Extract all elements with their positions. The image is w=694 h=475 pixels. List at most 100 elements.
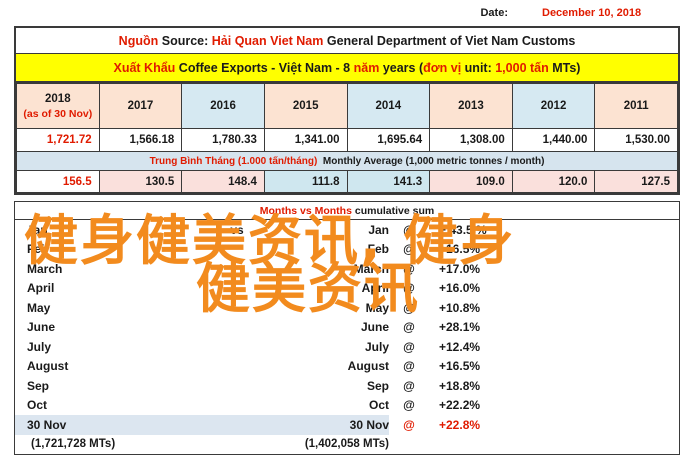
source-line: Nguồn Source: Hải Quan Viet Nam General … (16, 28, 678, 54)
title-en-unit: unit: (464, 61, 492, 75)
month-right: April (361, 281, 389, 296)
month-right: May (365, 300, 389, 315)
monthly-avg-cell: 111.8 (263, 170, 348, 193)
at-symbol: @ (403, 339, 415, 354)
annual-value-cell: 1,440.00 (511, 128, 596, 152)
at-symbol: @ (403, 398, 415, 413)
year-header-cell: 2011 (594, 83, 678, 129)
monthly-avg-cell: 130.5 (98, 170, 183, 193)
month-left: August (27, 359, 69, 374)
month-left: March (27, 261, 63, 276)
year-header-cell: 2017 (98, 83, 183, 129)
annual-value-cell: 1,721.72 (16, 128, 100, 152)
at-symbol: @ (403, 300, 415, 315)
month-left: June (27, 320, 56, 335)
totals-spacer (389, 435, 429, 455)
title-en-mts: MTs) (552, 61, 581, 75)
monthly-avg-cell: 127.5 (594, 170, 678, 193)
at-symbol: @ (403, 378, 415, 393)
pct-change: +16.5% (439, 242, 481, 257)
pct-change: +18.8% (439, 378, 481, 393)
totals-spacer (429, 435, 679, 455)
month-right: July (364, 339, 389, 354)
at-symbol: @ (403, 222, 415, 237)
pct-change: +16.5% (439, 359, 481, 374)
year-label: 2015 (292, 99, 319, 112)
annual-value-cell: 1,341.00 (263, 128, 348, 152)
table-row-monthly-avg-header: Trung Bình Tháng (1.000 tấn/tháng) Month… (16, 151, 678, 171)
comparison-header: Months vs Months cumulative sum (15, 201, 679, 220)
title-vn-nam: năm (353, 61, 380, 75)
table-row-monthly-avg-values: 156.5 130.5 148.4 111.8 141.3 109.0 120.… (16, 170, 678, 193)
annual-value-cell: 1,530.00 (594, 128, 678, 152)
year-data-table: 2018 (as of 30 Nov) 2017 2016 2015 2014 … (16, 83, 678, 193)
title-en-coffee: Coffee Exports - Việt Nam - 8 (178, 61, 351, 75)
source-en-source: Source: (161, 34, 209, 48)
source-vn-haiquan: Hải Quan Viet Nam (211, 34, 324, 48)
at-symbol: @ (403, 281, 415, 296)
vs-label (177, 357, 297, 377)
month-left: April (27, 281, 55, 296)
month-left: July (27, 339, 52, 354)
year-label: 2013 (458, 99, 484, 112)
table-row: Oct Oct @ +22.2% (15, 396, 679, 416)
month-left: May (27, 300, 51, 315)
vs-label (177, 298, 297, 318)
comparison-header-vn: Months vs Months (259, 204, 352, 217)
totals-spacer (177, 435, 297, 455)
year-label: 2014 (375, 99, 402, 112)
comparison-block: Months vs Months cumulative sum Jan vs Jan… (14, 201, 680, 455)
total-left: (1,721,728 MTs) (31, 438, 116, 451)
title-vn-xuatkhau: Xuất Khẩu (113, 61, 176, 75)
at-symbol: @ (403, 359, 415, 374)
year-sublabel: (as of 30 Nov) (23, 107, 93, 120)
at-symbol: @ (403, 242, 415, 257)
monthly-avg-cell: 141.3 (346, 170, 431, 193)
annual-value-cell: 1,566.18 (98, 128, 183, 152)
date-row: Date: December 10, 2018 (0, 0, 694, 26)
month-right: 30 Nov (297, 415, 389, 435)
monthly-avg-header-en: Monthly Average (1,000 metric tonnes / m… (322, 155, 545, 167)
month-left: 30 Nov (15, 415, 177, 435)
vs-label (177, 337, 297, 357)
month-left: Feb (27, 242, 49, 257)
title-en-years: years ( (382, 61, 424, 75)
vs-label (177, 376, 297, 396)
vs-label (177, 318, 297, 338)
at-symbol: @ (403, 320, 415, 335)
report-frame: Nguồn Source: Hải Quan Viet Nam General … (14, 26, 680, 195)
pct-change: + 43.5 % (439, 222, 487, 237)
date-label: Date: (480, 7, 508, 19)
vs-label (177, 415, 297, 435)
pct-change: +17.0% (439, 261, 481, 276)
year-header-cell: 2018 (as of 30 Nov) (16, 83, 100, 129)
table-row-highlighted: 30 Nov 30 Nov @ +22.8% (15, 415, 679, 435)
year-label: 2017 (127, 99, 154, 112)
month-right: Sep (366, 378, 389, 393)
monthly-avg-header-vn: Trung Bình Tháng (1.000 tấn/tháng) (149, 155, 318, 167)
comparison-table: Jan vs Jan @ + 43.5 % Feb Feb @ +16.5% March Mar… (15, 220, 679, 454)
table-row: April April @ +16.0% (15, 279, 679, 299)
month-right: August (347, 359, 389, 374)
annual-value-cell: 1,780.33 (181, 128, 265, 152)
table-row: Jan vs Jan @ + 43.5 % (15, 220, 679, 240)
table-row-years: 2018 (as of 30 Nov) 2017 2016 2015 2014 … (16, 83, 678, 129)
pct-change: +10.8% (439, 300, 481, 315)
title-line: Xuất Khẩu Coffee Exports - Việt Nam - 8 … (16, 54, 678, 83)
vs-label: vs (230, 222, 244, 237)
source-vn-nguon: Nguồn (118, 34, 159, 48)
month-right: June (360, 320, 389, 335)
year-label: 2018 (45, 92, 71, 105)
table-row: July July @ +12.4% (15, 337, 679, 357)
vs-label (177, 279, 297, 299)
monthly-avg-header-cell: Trung Bình Tháng (1.000 tấn/tháng) Month… (16, 151, 678, 171)
at-symbol: @ (389, 415, 429, 435)
monthly-avg-cell: 156.5 (16, 170, 100, 193)
at-symbol: @ (403, 261, 415, 276)
year-header-cell: 2016 (181, 83, 265, 129)
total-right: (1,402,058 MTs) (304, 438, 389, 451)
title-vn-tan: 1,000 tấn (495, 61, 549, 75)
monthly-avg-cell: 148.4 (181, 170, 265, 193)
year-header-cell: 2014 (346, 83, 431, 129)
annual-value-cell: 1,308.00 (429, 128, 513, 152)
